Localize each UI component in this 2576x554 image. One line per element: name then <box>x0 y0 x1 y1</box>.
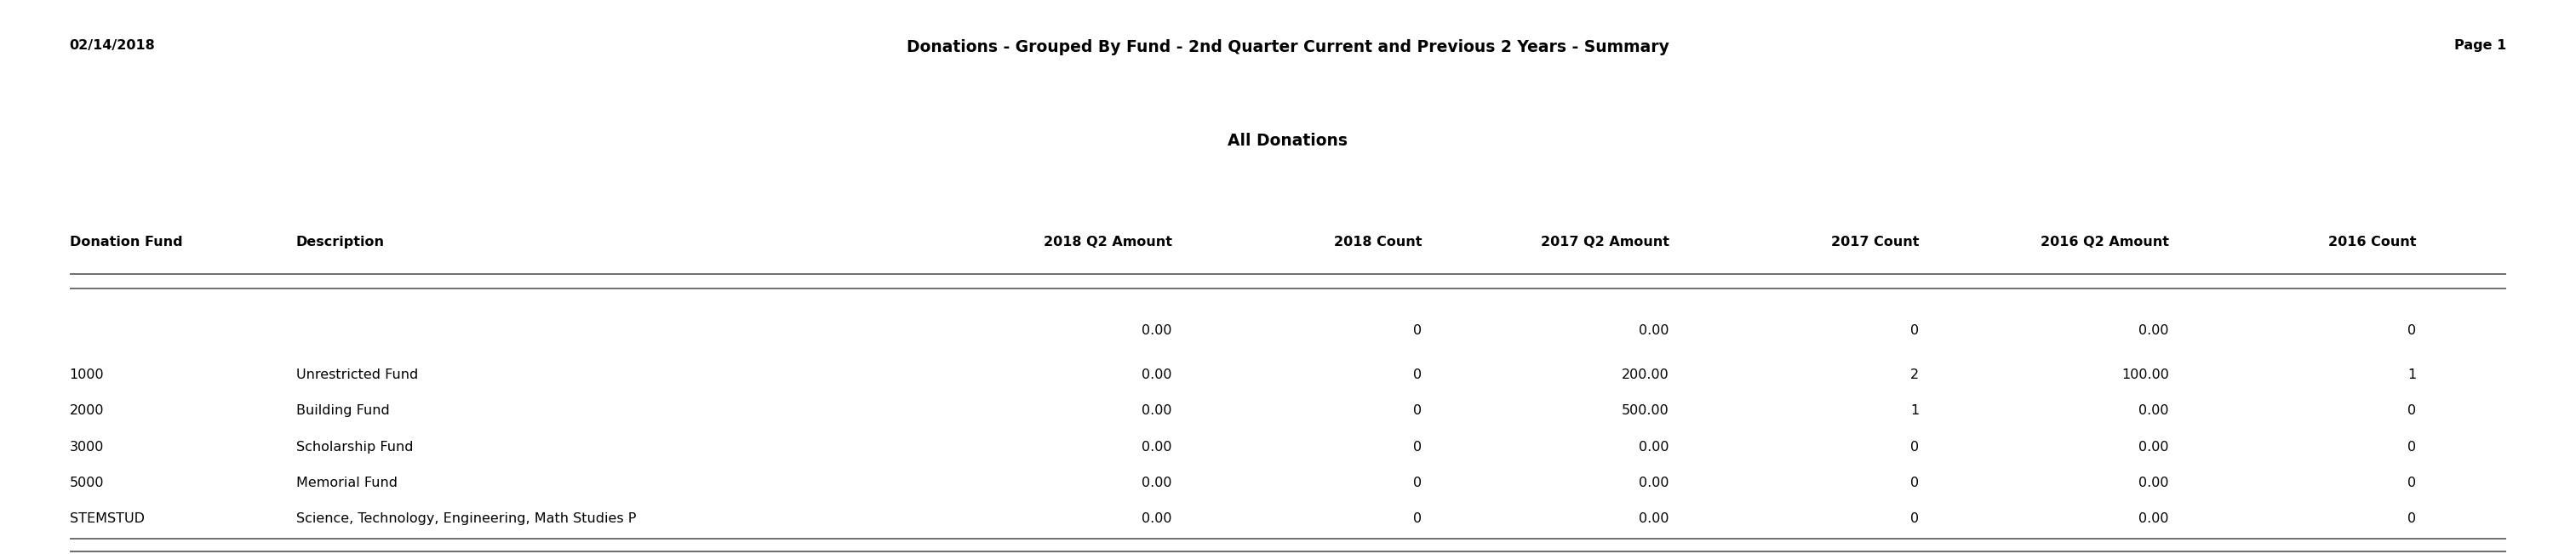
Text: 0.00: 0.00 <box>1638 512 1669 525</box>
Text: 0: 0 <box>2409 404 2416 417</box>
Text: Unrestricted Fund: Unrestricted Fund <box>296 368 417 381</box>
Text: Memorial Fund: Memorial Fund <box>296 476 397 489</box>
Text: 0.00: 0.00 <box>2138 324 2169 337</box>
Text: 2018 Q2 Amount: 2018 Q2 Amount <box>1043 235 1172 248</box>
Text: 0.00: 0.00 <box>2138 476 2169 489</box>
Text: Description: Description <box>296 235 384 248</box>
Text: STEMSTUD: STEMSTUD <box>70 512 144 525</box>
Text: 0.00: 0.00 <box>1141 440 1172 453</box>
Text: 0: 0 <box>2409 476 2416 489</box>
Text: 0.00: 0.00 <box>1638 440 1669 453</box>
Text: 0.00: 0.00 <box>1141 512 1172 525</box>
Text: 0: 0 <box>2409 512 2416 525</box>
Text: 0: 0 <box>1414 404 1422 417</box>
Text: 0: 0 <box>2409 324 2416 337</box>
Text: 100.00: 100.00 <box>2123 368 2169 381</box>
Text: 0: 0 <box>1414 440 1422 453</box>
Text: 500.00: 500.00 <box>1623 404 1669 417</box>
Text: All Donations: All Donations <box>1229 133 1347 149</box>
Text: 2017 Count: 2017 Count <box>1832 235 1919 248</box>
Text: Building Fund: Building Fund <box>296 404 389 417</box>
Text: 0.00: 0.00 <box>1141 368 1172 381</box>
Text: 0.00: 0.00 <box>2138 404 2169 417</box>
Text: 0.00: 0.00 <box>2138 440 2169 453</box>
Text: 0: 0 <box>1414 476 1422 489</box>
Text: 2018 Count: 2018 Count <box>1334 235 1422 248</box>
Text: 1000: 1000 <box>70 368 103 381</box>
Text: 0: 0 <box>1911 476 1919 489</box>
Text: 2016 Q2 Amount: 2016 Q2 Amount <box>2040 235 2169 248</box>
Text: 0.00: 0.00 <box>1638 324 1669 337</box>
Text: Donations - Grouped By Fund - 2nd Quarter Current and Previous 2 Years - Summary: Donations - Grouped By Fund - 2nd Quarte… <box>907 39 1669 55</box>
Text: 0: 0 <box>1414 368 1422 381</box>
Text: 02/14/2018: 02/14/2018 <box>70 39 155 52</box>
Text: 1: 1 <box>1911 404 1919 417</box>
Text: 5000: 5000 <box>70 476 103 489</box>
Text: 0.00: 0.00 <box>1638 476 1669 489</box>
Text: 1: 1 <box>2409 368 2416 381</box>
Text: 0.00: 0.00 <box>2138 512 2169 525</box>
Text: 0.00: 0.00 <box>1141 476 1172 489</box>
Text: 200.00: 200.00 <box>1623 368 1669 381</box>
Text: 0: 0 <box>2409 440 2416 453</box>
Text: 0.00: 0.00 <box>1141 324 1172 337</box>
Text: Donation Fund: Donation Fund <box>70 235 183 248</box>
Text: Scholarship Fund: Scholarship Fund <box>296 440 412 453</box>
Text: 0: 0 <box>1911 512 1919 525</box>
Text: 2016 Count: 2016 Count <box>2329 235 2416 248</box>
Text: 0.00: 0.00 <box>1141 404 1172 417</box>
Text: 2: 2 <box>1911 368 1919 381</box>
Text: 0: 0 <box>1414 512 1422 525</box>
Text: 0: 0 <box>1414 324 1422 337</box>
Text: 2017 Q2 Amount: 2017 Q2 Amount <box>1540 235 1669 248</box>
Text: Page 1: Page 1 <box>2455 39 2506 52</box>
Text: 0: 0 <box>1911 440 1919 453</box>
Text: 3000: 3000 <box>70 440 103 453</box>
Text: Science, Technology, Engineering, Math Studies P: Science, Technology, Engineering, Math S… <box>296 512 636 525</box>
Text: 2000: 2000 <box>70 404 103 417</box>
Text: 0: 0 <box>1911 324 1919 337</box>
